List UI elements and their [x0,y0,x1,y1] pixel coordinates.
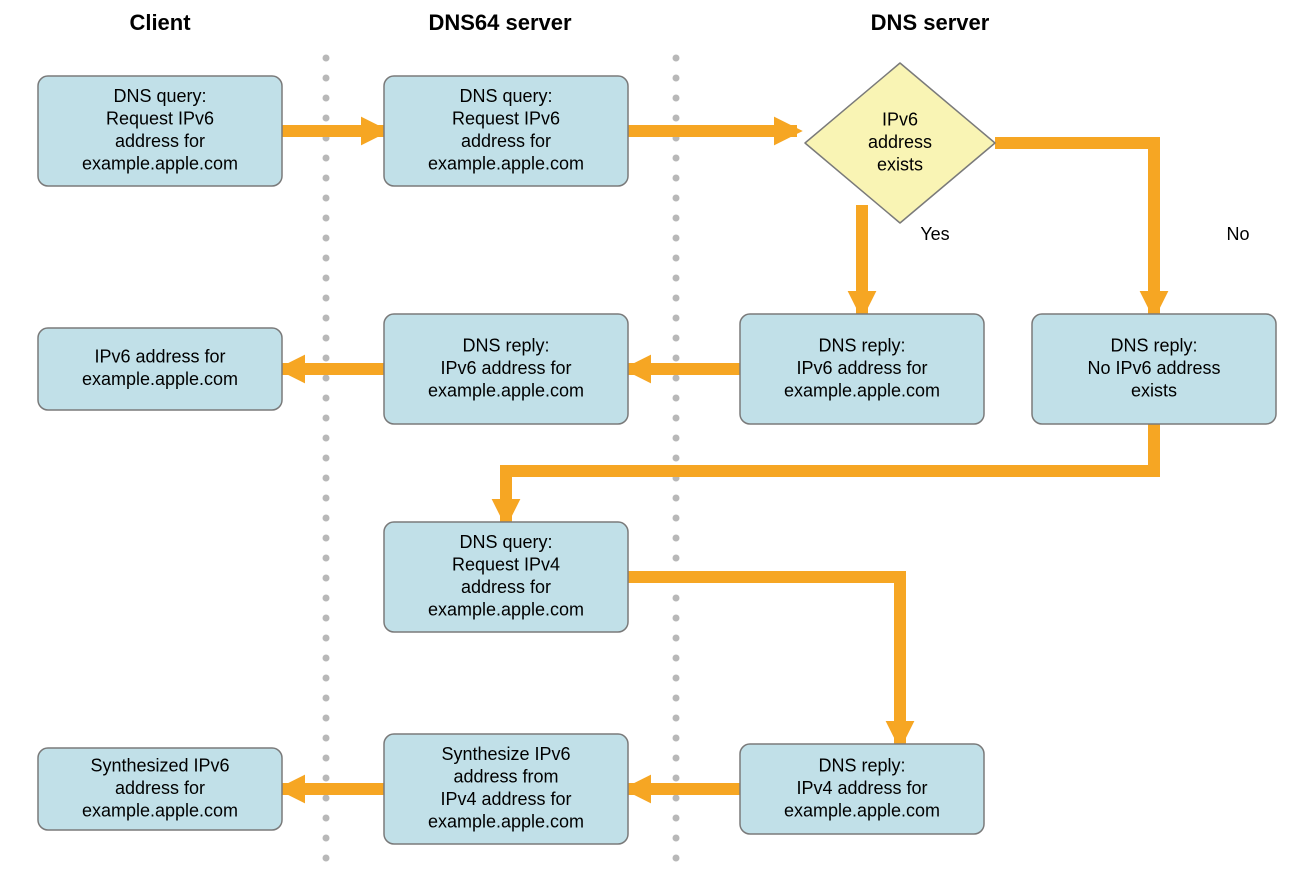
svg-text:address for: address for [115,131,205,151]
edge-e5 [506,424,1154,522]
svg-text:exists: exists [877,154,923,174]
svg-text:address for: address for [461,131,551,151]
edge-e-no [995,143,1154,314]
n-dns64-query-v4: DNS query: Request IPv4address for example… [384,522,628,632]
svg-text:example.apple.com: example.apple.com [784,380,940,400]
h-dns64: DNS64 server [428,10,572,35]
svg-text:example.apple.com: example.apple.com [82,369,238,389]
n-client-query: DNS query: Request IPv6address for example… [38,76,282,186]
svg-text:IPv6 address for: IPv6 address for [440,358,571,378]
svg-text:exists: exists [1131,380,1177,400]
svg-text:IPv6: IPv6 [882,109,918,129]
n-dns-reply-v6: DNS reply: IPv6 address forexample.apple.… [740,314,984,424]
svg-text:Request IPv6: Request IPv6 [452,109,560,129]
svg-text:IPv4 address for: IPv4 address for [796,778,927,798]
svg-text:IPv4 address for: IPv4 address for [440,789,571,809]
n-client-v6: IPv6 address forexample.apple.com [38,328,282,410]
lane-client [323,55,330,862]
flowchart-canvas: Client DNS64 server DNS server Yes No DNS que… [0,0,1308,882]
svg-text:IPv6 address for: IPv6 address for [94,347,225,367]
svg-text:No IPv6 address: No IPv6 address [1087,358,1220,378]
svg-text:example.apple.com: example.apple.com [428,600,584,620]
svg-text:example.apple.com: example.apple.com [428,380,584,400]
svg-text:Request IPv4: Request IPv4 [452,555,560,575]
svg-text:example.apple.com: example.apple.com [82,800,238,820]
edge-e6 [628,577,900,744]
svg-text:DNS reply:: DNS reply: [818,755,905,775]
n-dns-reply-v4: DNS reply: IPv4 address forexample.apple.… [740,744,984,834]
svg-text:example.apple.com: example.apple.com [428,154,584,174]
svg-text:DNS query:: DNS query: [459,532,552,552]
svg-text:DNS query:: DNS query: [459,86,552,106]
svg-text:IPv6 address for: IPv6 address for [796,358,927,378]
n-dns-reply-nov6: DNS reply: No IPv6 addressexists [1032,314,1276,424]
n-dns64-query: DNS query: Request IPv6address for example… [384,76,628,186]
svg-text:address for: address for [115,778,205,798]
svg-text:DNS reply:: DNS reply: [462,335,549,355]
svg-text:example.apple.com: example.apple.com [784,800,940,820]
edge-label-e-no: No [1226,224,1249,244]
svg-text:DNS query:: DNS query: [113,86,206,106]
svg-text:DNS reply:: DNS reply: [1110,335,1197,355]
svg-text:DNS reply:: DNS reply: [818,335,905,355]
svg-text:example.apple.com: example.apple.com [428,812,584,832]
n-decision: IPv6 addressexists [805,63,995,223]
svg-text:Request IPv6: Request IPv6 [106,109,214,129]
edge-label-e-yes: Yes [920,224,949,244]
svg-text:Synthesize IPv6: Synthesize IPv6 [441,744,570,764]
svg-text:example.apple.com: example.apple.com [82,154,238,174]
svg-text:Synthesized IPv6: Synthesized IPv6 [90,755,229,775]
h-dns: DNS server [871,10,990,35]
svg-text:address for: address for [461,577,551,597]
svg-text:address from: address from [453,767,558,787]
h-client: Client [129,10,191,35]
n-dns64-reply-v6: DNS reply: IPv6 address forexample.apple.… [384,314,628,424]
n-dns64-synth: Synthesize IPv6 address fromIPv4 address … [384,734,628,844]
lane-dns64 [673,55,680,862]
svg-text:address: address [868,132,932,152]
n-client-synth: Synthesized IPv6 address forexample.apple… [38,748,282,830]
